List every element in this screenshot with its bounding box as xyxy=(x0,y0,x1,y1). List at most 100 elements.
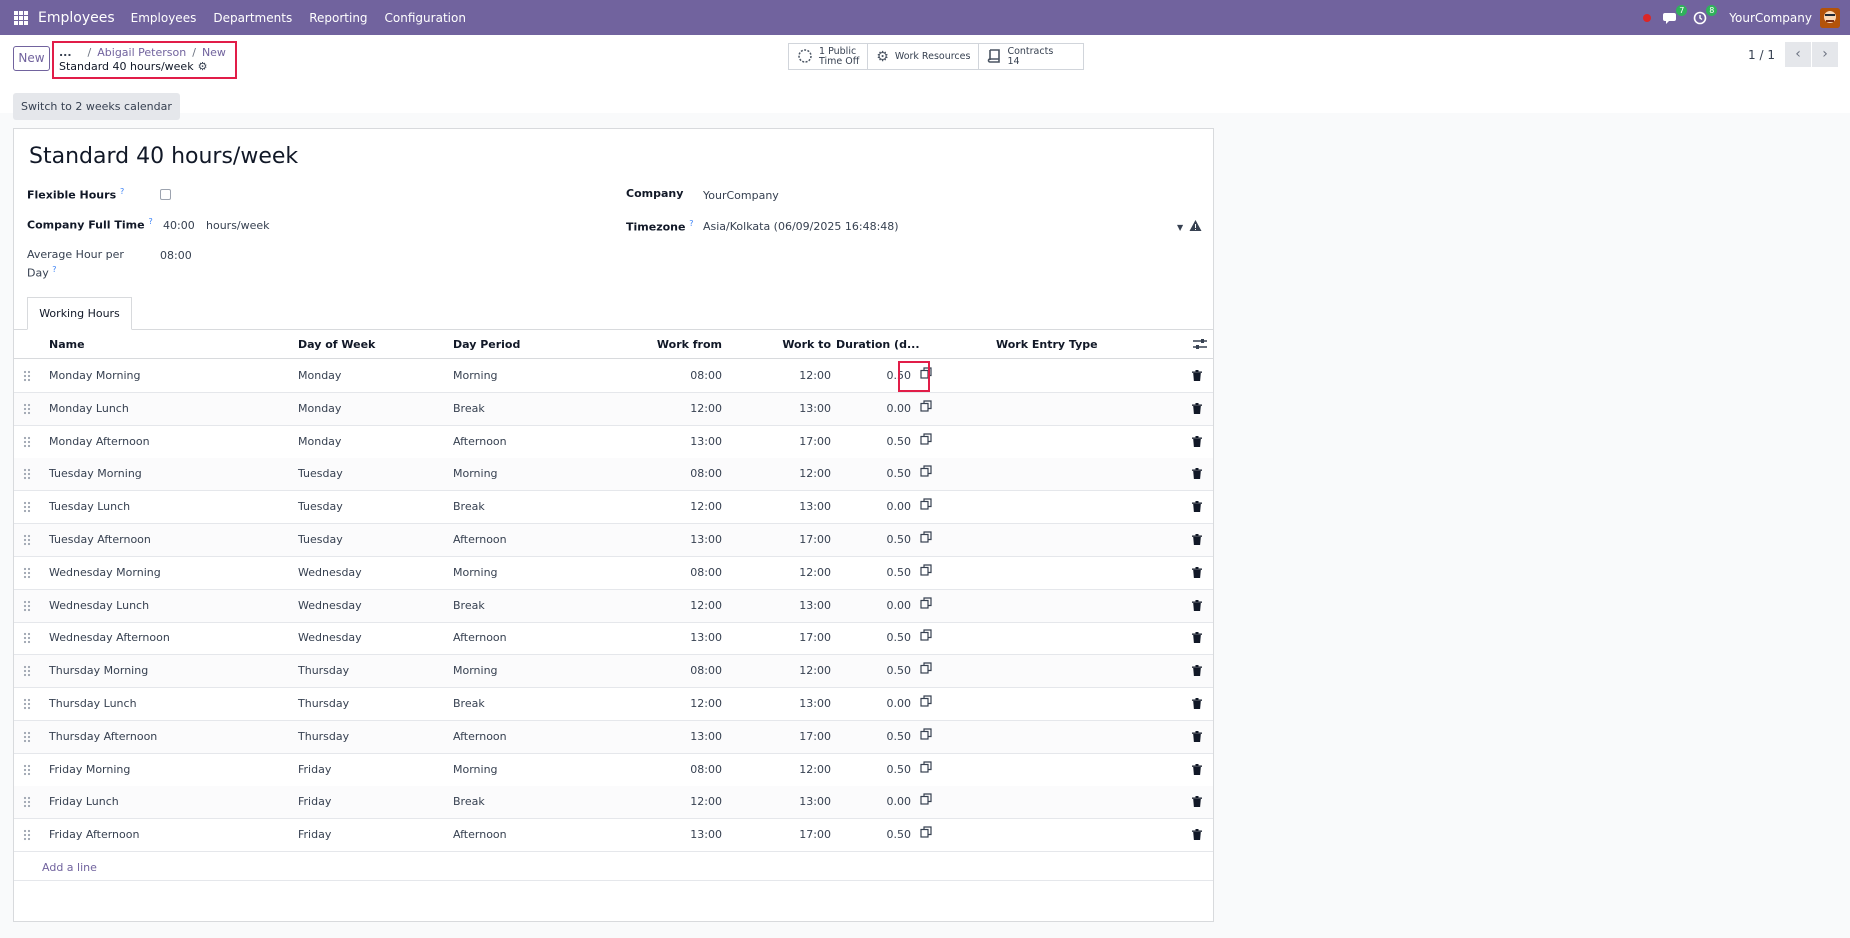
cell-duration[interactable]: 0.50 xyxy=(886,631,912,645)
drag-handle-icon[interactable] xyxy=(23,665,31,677)
trash-icon[interactable] xyxy=(1192,370,1202,381)
trash-icon[interactable] xyxy=(1192,501,1202,513)
cell-duration[interactable]: 0.50 xyxy=(886,533,912,546)
app-name[interactable]: Employees xyxy=(38,9,115,26)
cell-day-of-week[interactable]: Friday xyxy=(298,762,332,776)
cell-day-of-week[interactable]: Wednesday xyxy=(298,631,362,645)
table-row[interactable]: Wednesday Lunch Wednesday Break 12:00 13… xyxy=(14,589,1213,623)
work-resources-button[interactable]: ⚙ Work Resources xyxy=(867,43,980,70)
cell-work-to[interactable]: 12:00 xyxy=(799,565,831,579)
cell-day-period[interactable]: Afternoon xyxy=(453,533,507,546)
cell-day-of-week[interactable]: Wednesday xyxy=(298,565,362,579)
cell-day-of-week[interactable]: Monday xyxy=(298,369,342,382)
cell-day-of-week[interactable]: Thursday xyxy=(298,664,350,678)
cell-day-of-week[interactable]: Monday xyxy=(298,434,342,448)
cell-work-to[interactable]: 17:00 xyxy=(799,729,831,743)
cell-name[interactable]: Monday Afternoon xyxy=(49,434,150,448)
cell-day-of-week[interactable]: Thursday xyxy=(298,729,350,743)
cell-duration[interactable]: 0.00 xyxy=(886,598,912,612)
trash-icon[interactable] xyxy=(1192,632,1202,644)
drag-handle-icon[interactable] xyxy=(23,632,31,644)
copy-icon[interactable] xyxy=(920,498,932,510)
cell-day-period[interactable]: Break xyxy=(453,697,485,710)
breadcrumb-new[interactable]: New xyxy=(201,46,226,59)
cell-work-from[interactable]: 12:00 xyxy=(690,598,722,612)
drag-handle-icon[interactable] xyxy=(23,370,31,382)
trash-icon[interactable] xyxy=(1192,468,1202,480)
cell-duration[interactable]: 0.50 xyxy=(886,664,912,678)
flexible-hours-checkbox[interactable] xyxy=(160,189,171,200)
table-row[interactable]: Monday Lunch Monday Break 12:00 13:00 0.… xyxy=(14,392,1213,426)
cell-work-to[interactable]: 13:00 xyxy=(799,697,831,710)
cell-work-from[interactable]: 13:00 xyxy=(690,729,722,743)
cell-day-period[interactable]: Afternoon xyxy=(453,631,507,645)
cell-name[interactable]: Friday Lunch xyxy=(49,795,119,809)
drag-handle-icon[interactable] xyxy=(23,534,31,546)
cell-duration[interactable]: 0.00 xyxy=(886,401,912,415)
cell-duration[interactable]: 0.00 xyxy=(886,500,912,514)
tab-working-hours[interactable]: Working Hours xyxy=(27,297,132,330)
table-row[interactable]: Wednesday Morning Wednesday Morning 08:0… xyxy=(14,557,1213,590)
cell-name[interactable]: Friday Morning xyxy=(49,762,131,776)
cell-work-from[interactable]: 08:00 xyxy=(690,565,722,579)
menu-employees[interactable]: Employees xyxy=(130,10,197,25)
cell-work-to[interactable]: 13:00 xyxy=(799,598,831,612)
copy-icon[interactable] xyxy=(920,629,932,641)
cell-day-of-week[interactable]: Thursday xyxy=(298,697,350,710)
copy-icon[interactable] xyxy=(920,596,932,609)
drag-handle-icon[interactable] xyxy=(23,731,31,743)
copy-icon[interactable] xyxy=(920,400,932,412)
cell-duration[interactable]: 0.50 xyxy=(886,762,912,776)
cell-work-from[interactable]: 12:00 xyxy=(690,500,722,514)
chevron-down-icon[interactable]: ▼ xyxy=(1177,223,1184,232)
trash-icon[interactable] xyxy=(1192,829,1202,841)
cell-duration[interactable]: 0.50 xyxy=(886,467,912,481)
header-work-from[interactable]: Work from xyxy=(656,338,722,351)
table-row[interactable]: Monday Afternoon Monday Afternoon 13:00 … xyxy=(14,426,1213,459)
trash-icon[interactable] xyxy=(1192,698,1202,709)
messages-icon[interactable]: 7 xyxy=(1663,4,1688,25)
cell-day-period[interactable]: Break xyxy=(453,401,485,415)
header-day-period[interactable]: Day Period xyxy=(453,338,521,351)
cell-name[interactable]: Wednesday Lunch xyxy=(49,598,150,612)
cell-work-from[interactable]: 12:00 xyxy=(690,401,722,415)
table-row[interactable]: Tuesday Lunch Tuesday Break 12:00 13:00 … xyxy=(14,491,1213,525)
cell-duration[interactable]: 0.50 xyxy=(886,828,912,842)
company-switcher[interactable]: YourCompany xyxy=(1729,10,1812,25)
table-row[interactable]: Thursday Afternoon Thursday Afternoon 13… xyxy=(14,720,1213,754)
drag-handle-icon[interactable] xyxy=(23,796,31,808)
pager-value[interactable]: 1 / 1 xyxy=(1748,47,1775,62)
trash-icon[interactable] xyxy=(1192,599,1202,611)
copy-icon[interactable] xyxy=(920,826,932,838)
cell-day-period[interactable]: Break xyxy=(453,500,485,514)
cell-work-from[interactable]: 08:00 xyxy=(690,467,722,481)
cell-name[interactable]: Monday Morning xyxy=(49,369,141,382)
pager-previous-icon[interactable]: ‹ xyxy=(1785,42,1811,67)
trash-icon[interactable] xyxy=(1192,763,1202,775)
copy-icon[interactable] xyxy=(920,564,932,576)
trash-icon[interactable] xyxy=(1192,730,1202,742)
cell-day-period[interactable]: Afternoon xyxy=(453,434,507,448)
cell-day-period[interactable]: Morning xyxy=(453,369,498,382)
cell-name[interactable]: Wednesday Morning xyxy=(49,565,161,579)
cell-day-period[interactable]: Morning xyxy=(453,565,498,579)
cell-work-from[interactable]: 08:00 xyxy=(690,762,722,776)
table-row[interactable]: Thursday Lunch Thursday Break 12:00 13:0… xyxy=(14,688,1213,721)
cell-day-of-week[interactable]: Tuesday xyxy=(298,467,343,481)
cell-day-of-week[interactable]: Tuesday xyxy=(298,533,343,546)
calendar-title[interactable]: Standard 40 hours/week xyxy=(29,144,299,169)
table-row[interactable]: Tuesday Afternoon Tuesday Afternoon 13:0… xyxy=(14,524,1213,557)
cell-work-to[interactable]: 12:00 xyxy=(799,467,831,481)
cell-name[interactable]: Thursday Afternoon xyxy=(49,729,158,743)
cell-work-to[interactable]: 12:00 xyxy=(799,664,831,678)
menu-reporting[interactable]: Reporting xyxy=(309,10,368,25)
cell-day-period[interactable]: Break xyxy=(453,795,485,809)
cell-duration[interactable]: 0.50 xyxy=(886,434,912,448)
cell-work-to[interactable]: 17:00 xyxy=(799,631,831,645)
cell-work-from[interactable]: 08:00 xyxy=(690,369,722,382)
table-row[interactable]: Tuesday Morning Tuesday Morning 08:00 12… xyxy=(14,458,1213,492)
cell-work-from[interactable]: 13:00 xyxy=(690,631,722,645)
cell-duration[interactable]: 0.50 xyxy=(886,565,912,579)
table-row[interactable]: Monday Morning Monday Morning 08:00 12:0… xyxy=(14,360,1213,393)
pager-next-icon[interactable]: › xyxy=(1812,42,1838,67)
